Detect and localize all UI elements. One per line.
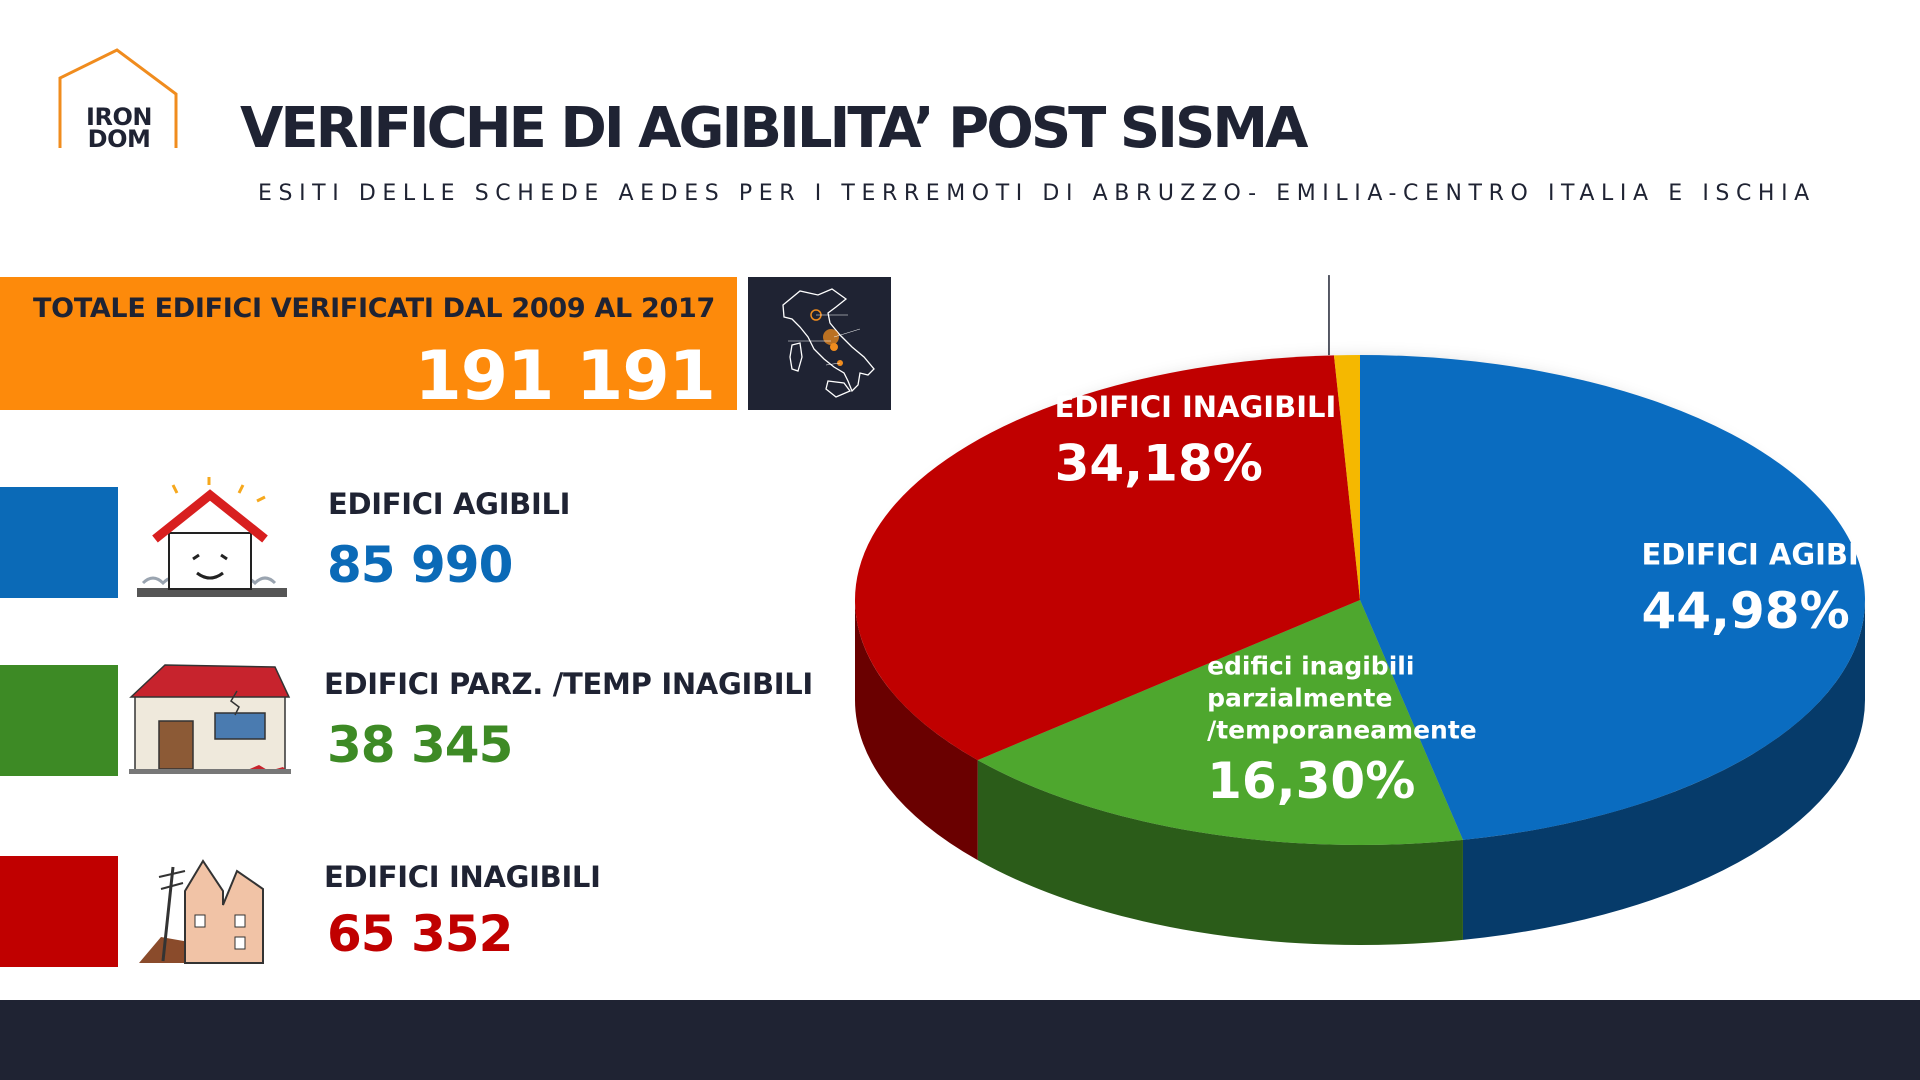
italy-map-icon [748, 277, 891, 410]
agibili-label: EDIFICI AGIBILI [328, 487, 571, 521]
pie-value-label-1: 16,30% [1207, 752, 1415, 810]
total-banner: TOTALE EDIFICI VERIFICATI DAL 2009 AL 20… [0, 277, 737, 416]
damaged-house-icon [129, 664, 291, 774]
pie-slice-2 [855, 355, 1360, 761]
pie-label-3-line-0: ESITO DUBBIO [1277, 268, 1510, 302]
inagibili-swatch [0, 856, 118, 967]
parz-inagibili-value: 38 345 [327, 716, 513, 774]
pie-tops [855, 355, 1865, 845]
pie-slice-side-0 [1462, 600, 1865, 940]
inagibili-value: 65 352 [327, 905, 513, 963]
pie-label-2-line-0: EDIFICI INAGIBILI [1055, 390, 1337, 424]
happy-house-icon [137, 477, 287, 597]
pie-value-label-0: 44,98% [1641, 582, 1849, 640]
pie-value-label-2: 34,18% [1055, 435, 1263, 493]
pie-label-1-line-2: /temporaneamente [1207, 715, 1477, 744]
collapsed-house-icon [139, 859, 264, 964]
footer-bar [0, 1000, 1920, 1080]
pie-chart: EDIFICI AGIBILI 44,98% edifici inagibili pa… [855, 268, 1888, 946]
pie-labels: EDIFICI AGIBILI 44,98% edifici inagibili pa… [1055, 268, 1889, 810]
pie-label-0-line-0: EDIFICI AGIBILI [1641, 537, 1888, 571]
pie-label-1-line-0: edifici inagibili [1207, 651, 1414, 680]
page-subtitle: ESITI DELLE SCHEDE AEDES PER I TERREMOTI… [258, 181, 1816, 206]
pie-label-1-line-1: parzialmente [1207, 683, 1392, 712]
logo-line-2: DOM [87, 125, 151, 153]
total-value: 191 191 [414, 337, 716, 416]
parz-inagibili-label: EDIFICI PARZ. /TEMP INAGIBILI [324, 667, 813, 701]
pie-sides [855, 600, 1865, 946]
logo-text: IRON DOM [74, 103, 164, 153]
total-label: TOTALE EDIFICI VERIFICATI DAL 2009 AL 20… [33, 293, 715, 324]
agibili-swatch [0, 487, 118, 598]
agibili-value: 85 990 [327, 536, 513, 594]
pie-slice-side-1 [977, 760, 1463, 946]
parz-inagibili-swatch [0, 665, 118, 776]
logo-line-1: IRON [86, 103, 152, 131]
pie-slice-side-2 [855, 600, 978, 861]
pie-slice-3 [1333, 355, 1360, 600]
irondom-logo [58, 48, 178, 148]
pie-value-label-3: 0.79% [1362, 297, 1529, 353]
page-title: VERIFICHE DI AGIBILITA’ POST SISMA [240, 96, 1308, 161]
pie-slice-1 [977, 600, 1463, 845]
pie-slice-0 [1360, 355, 1865, 840]
inagibili-label: EDIFICI INAGIBILI [324, 860, 601, 894]
